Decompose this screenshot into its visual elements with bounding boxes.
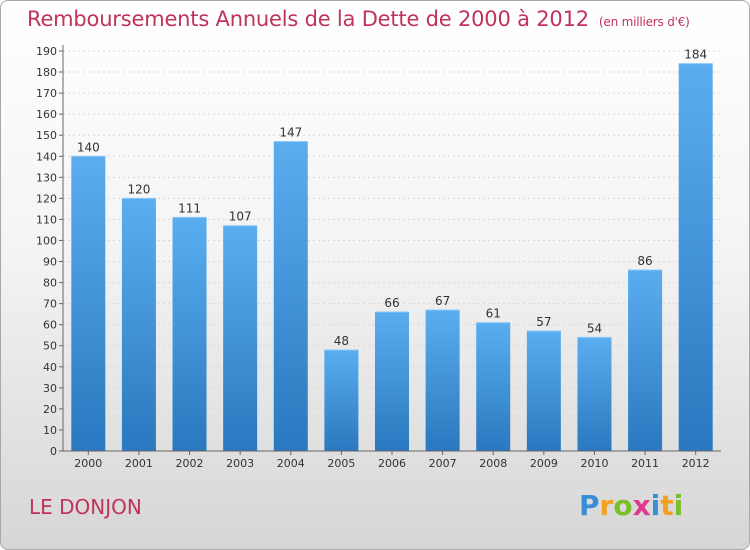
bar-value-label: 61 — [486, 307, 501, 321]
y-tick-label: 80 — [43, 277, 57, 290]
bar-2004 — [273, 141, 308, 452]
y-tick-label: 10 — [43, 424, 57, 437]
x-tick-label: 2009 — [530, 457, 558, 470]
logo-letter: P — [579, 489, 600, 522]
x-tick-label: 2004 — [277, 457, 305, 470]
x-tick-label: 2012 — [682, 457, 710, 470]
y-tick-label: 20 — [43, 403, 57, 416]
x-tick-label: 2003 — [226, 457, 254, 470]
y-tick-label: 60 — [43, 319, 57, 332]
bar-value-label: 140 — [77, 140, 100, 154]
y-tick-label: 100 — [36, 234, 57, 247]
y-tick-label: 170 — [36, 87, 57, 100]
bar-value-label: 147 — [279, 126, 302, 140]
bar-2011 — [628, 269, 663, 451]
bar-value-label: 107 — [229, 210, 252, 224]
proxiti-logo: Proxiti — [579, 489, 683, 522]
bar-value-label: 120 — [127, 182, 150, 196]
y-tick-label: 120 — [36, 192, 57, 205]
bar-2012 — [678, 63, 713, 451]
bar-2001 — [121, 198, 156, 451]
bar-value-label: 67 — [435, 294, 450, 308]
bar-value-label: 48 — [334, 334, 349, 348]
y-tick-label: 130 — [36, 171, 57, 184]
bar-2009 — [526, 331, 561, 451]
y-tick-label: 150 — [36, 129, 57, 142]
commune-name: LE DONJON — [29, 495, 142, 519]
x-tick-label: 2011 — [631, 457, 659, 470]
chart-title: Remboursements Annuels de la Dette de 20… — [27, 7, 690, 31]
y-tick-label: 180 — [36, 66, 57, 79]
bar-value-label: 111 — [178, 201, 201, 215]
logo-letter: o — [613, 489, 633, 522]
logo-letter: i — [673, 489, 684, 522]
x-tick-label: 2005 — [327, 457, 355, 470]
bar-value-label: 54 — [587, 321, 602, 335]
x-tick-label: 2000 — [74, 457, 102, 470]
y-axis: 0 10 20 30 40 50 60 70 80 90 100 110 120 130 140 150 160… — [36, 45, 64, 458]
bar-2010 — [577, 337, 612, 451]
y-tick-label: 50 — [43, 340, 57, 353]
bar-value-label: 57 — [536, 315, 551, 329]
bars: 140 120 111 107 147 48 66 67 61 57 54 86 184 — [71, 48, 713, 452]
bar-2003 — [223, 225, 258, 451]
bar-2008 — [476, 322, 511, 451]
chart-unit: (en milliers d'€) — [598, 15, 690, 29]
x-tick-label: 2002 — [176, 457, 204, 470]
logo-letter: r — [599, 489, 614, 522]
bar-2002 — [172, 217, 207, 451]
y-tick-label: 70 — [43, 298, 57, 311]
logo-letter: x — [632, 489, 651, 522]
y-tick-label: 90 — [43, 256, 57, 269]
logo-letter: i — [650, 489, 661, 522]
y-tick-label: 190 — [36, 45, 57, 58]
y-tick-label: 40 — [43, 361, 57, 374]
x-tick-label: 2010 — [580, 457, 608, 470]
bar-2007 — [425, 309, 460, 451]
x-tick-label: 2007 — [429, 457, 457, 470]
x-tick-label: 2006 — [378, 457, 406, 470]
bar-2006 — [375, 312, 409, 451]
x-tick-label: 2001 — [125, 457, 153, 470]
y-tick-label: 110 — [36, 213, 57, 226]
y-tick-label: 30 — [43, 382, 57, 395]
y-tick-label: 0 — [50, 445, 57, 458]
x-tick-label: 2008 — [479, 457, 507, 470]
bar-value-label: 66 — [384, 296, 399, 310]
bar-value-label: 86 — [637, 254, 652, 268]
x-axis: 2000 2001 2002 2003 2004 2005 2006 2007 2008 2009… — [63, 450, 721, 470]
bar-2000 — [71, 156, 106, 451]
bar-value-label: 184 — [684, 48, 707, 62]
logo-letter: t — [660, 489, 674, 522]
y-tick-label: 160 — [36, 108, 57, 121]
y-tick-label: 140 — [36, 150, 57, 163]
bar-2005 — [324, 349, 359, 451]
